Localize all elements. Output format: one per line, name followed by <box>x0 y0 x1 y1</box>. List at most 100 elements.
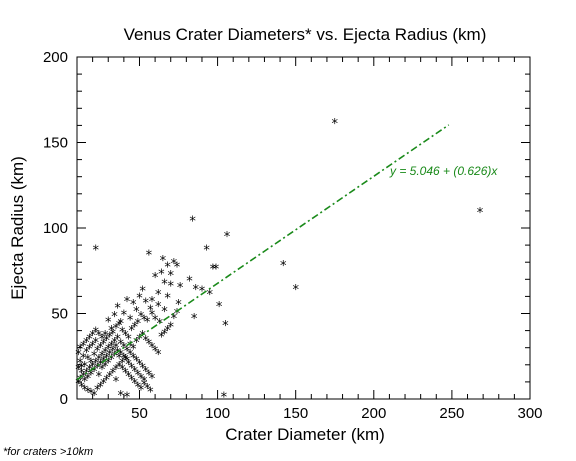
data-point: * <box>105 356 112 371</box>
x-tick-label: 250 <box>439 405 464 422</box>
data-point: * <box>108 324 115 339</box>
data-point: * <box>141 375 148 390</box>
data-point: * <box>292 283 299 298</box>
data-point: * <box>77 356 84 371</box>
data-point: * <box>146 249 153 264</box>
data-point: * <box>152 344 159 359</box>
data-point: * <box>91 389 98 404</box>
data-point: * <box>78 362 85 377</box>
data-point: * <box>103 334 110 349</box>
data-point: * <box>89 329 96 344</box>
data-point: * <box>113 341 120 356</box>
y-tick-label: 200 <box>43 49 68 66</box>
data-point: * <box>146 338 153 353</box>
data-point: * <box>103 373 110 388</box>
data-point: * <box>75 348 82 363</box>
data-point: * <box>86 332 93 347</box>
x-tick-label: 150 <box>283 405 308 422</box>
data-point: * <box>132 320 139 335</box>
data-point: * <box>171 257 178 272</box>
data-point: * <box>105 315 112 330</box>
data-point: * <box>97 341 104 356</box>
data-point: * <box>77 343 84 358</box>
data-point: * <box>125 370 132 385</box>
data-point: * <box>121 351 128 366</box>
data-point: * <box>136 358 143 373</box>
data-point: * <box>116 319 123 334</box>
data-point: * <box>135 368 142 383</box>
data-point: * <box>124 355 131 370</box>
x-axis-label: Crater Diameter (km) <box>225 425 385 444</box>
data-point: * <box>111 336 118 351</box>
data-point: * <box>113 322 120 337</box>
data-point: * <box>89 339 96 354</box>
data-point: * <box>127 348 134 363</box>
data-point: * <box>203 244 210 259</box>
regression-line <box>76 124 450 381</box>
data-point: * <box>167 279 174 294</box>
data-point: * <box>139 285 146 300</box>
footnote: *for craters >10km <box>3 446 94 458</box>
data-point: * <box>119 326 126 341</box>
data-point: * <box>88 368 95 383</box>
data-point: * <box>114 302 121 317</box>
data-points: ******* ** * ** * *** ** * * * ** * *** ****** ****** *… <box>75 117 483 406</box>
data-point: * <box>125 332 132 347</box>
data-point: * <box>91 350 98 365</box>
data-point: * <box>119 363 126 378</box>
data-point: * <box>86 343 93 358</box>
axis-ticks <box>77 56 531 400</box>
data-point: * <box>142 297 149 312</box>
data-point: * <box>105 343 112 358</box>
data-point: * <box>110 344 117 359</box>
data-point: * <box>331 117 338 132</box>
data-point: * <box>82 375 89 390</box>
data-point: * <box>122 329 129 344</box>
data-point: * <box>210 262 217 277</box>
data-point: * <box>127 314 134 329</box>
data-point: * <box>171 312 178 327</box>
y-tick-label: 0 <box>60 391 68 408</box>
data-point: * <box>102 329 109 344</box>
data-point: * <box>107 370 114 385</box>
data-point: * <box>132 365 139 380</box>
data-point: * <box>89 360 96 375</box>
data-point: * <box>135 317 142 332</box>
data-point: * <box>82 360 89 375</box>
data-point: * <box>97 358 104 373</box>
data-point: * <box>128 324 135 339</box>
data-point: * <box>130 343 137 358</box>
data-point: * <box>130 351 137 366</box>
data-point: * <box>152 314 159 329</box>
data-point: * <box>164 291 171 306</box>
data-point: * <box>88 387 95 402</box>
data-point: * <box>125 358 132 373</box>
data-point: * <box>92 326 99 341</box>
data-point: * <box>207 288 214 303</box>
data-point: * <box>107 331 114 346</box>
data-point: * <box>149 295 156 310</box>
data-point: * <box>132 377 139 392</box>
data-point: * <box>124 391 131 406</box>
data-point: * <box>136 291 143 306</box>
data-point: * <box>174 307 181 322</box>
data-point: * <box>130 298 137 313</box>
data-point: * <box>147 385 154 400</box>
data-point: * <box>110 327 117 342</box>
data-point: * <box>144 315 151 330</box>
data-point: * <box>135 380 142 395</box>
data-point: * <box>122 367 129 382</box>
data-point: * <box>88 356 95 371</box>
data-point: * <box>127 339 134 354</box>
data-point: * <box>224 230 231 245</box>
data-point: * <box>138 372 145 387</box>
x-tick-label: 100 <box>205 405 230 422</box>
data-point: * <box>91 365 98 380</box>
data-point: * <box>96 353 103 368</box>
data-point: * <box>117 348 124 363</box>
data-point: * <box>99 350 106 365</box>
data-point: * <box>158 267 165 282</box>
data-point: * <box>133 355 140 370</box>
data-point: * <box>75 363 82 378</box>
data-point: * <box>116 360 123 375</box>
